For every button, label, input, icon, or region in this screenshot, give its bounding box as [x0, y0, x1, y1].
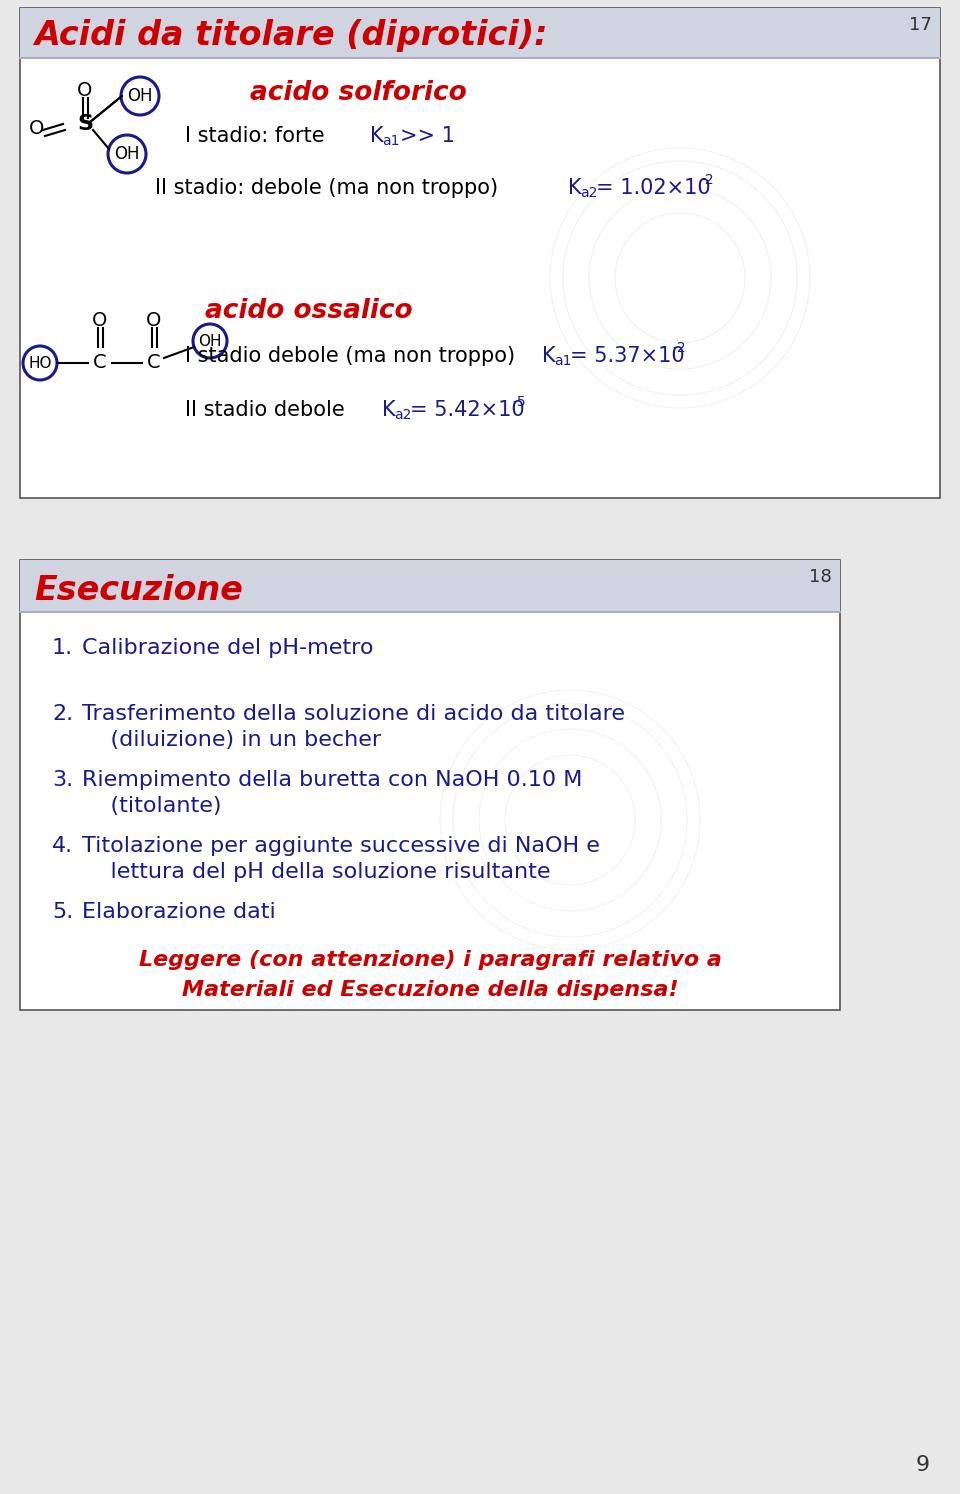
Text: Riempimento della buretta con NaOH 0.10 M
    (titolante): Riempimento della buretta con NaOH 0.10 …: [82, 769, 583, 816]
Text: I stadio debole (ma non troppo): I stadio debole (ma non troppo): [185, 347, 521, 366]
Text: Leggere (con attenzione) i paragrafi relativo a: Leggere (con attenzione) i paragrafi rel…: [138, 950, 721, 970]
Text: a2: a2: [580, 185, 597, 200]
Text: -2: -2: [672, 341, 685, 356]
Text: 5.: 5.: [52, 902, 73, 922]
Text: O: O: [146, 312, 161, 330]
Text: acido solforico: acido solforico: [250, 81, 467, 106]
Text: -2: -2: [700, 173, 713, 187]
Text: Materiali ed Esecuzione della dispensa!: Materiali ed Esecuzione della dispensa!: [181, 980, 679, 999]
Text: >> 1: >> 1: [400, 125, 455, 146]
Bar: [20, 7, 940, 498]
Bar: [20, 560, 840, 1010]
Text: = 1.02×10: = 1.02×10: [596, 178, 710, 199]
Text: acido ossalico: acido ossalico: [205, 297, 413, 324]
Text: OH: OH: [199, 333, 222, 348]
Text: OH: OH: [128, 87, 153, 105]
Text: 1.: 1.: [52, 638, 73, 657]
Text: K: K: [382, 400, 396, 420]
Text: 2.: 2.: [52, 704, 73, 725]
Text: Trasferimento della soluzione di acido da titolare
    (diluizione) in un becher: Trasferimento della soluzione di acido d…: [82, 704, 625, 750]
Text: C: C: [147, 354, 161, 372]
Text: S: S: [77, 114, 93, 134]
Text: Acidi da titolare (diprotici):: Acidi da titolare (diprotici):: [34, 19, 547, 52]
Text: = 5.42×10: = 5.42×10: [410, 400, 524, 420]
Text: OH: OH: [114, 145, 140, 163]
Text: Elaborazione dati: Elaborazione dati: [82, 902, 276, 922]
Text: Esecuzione: Esecuzione: [34, 574, 243, 607]
Text: I stadio: forte: I stadio: forte: [185, 125, 324, 146]
Text: K: K: [370, 125, 384, 146]
Text: II stadio debole: II stadio debole: [185, 400, 345, 420]
Text: 18: 18: [809, 568, 832, 586]
Text: 3.: 3.: [52, 769, 73, 790]
Text: Calibrazione del pH-metro: Calibrazione del pH-metro: [82, 638, 373, 657]
Text: C: C: [93, 354, 107, 372]
Text: a1: a1: [554, 354, 571, 368]
Text: = 5.37×10: = 5.37×10: [570, 347, 684, 366]
Bar: [20, 560, 840, 613]
Text: -5: -5: [512, 394, 526, 409]
Text: 9: 9: [916, 1455, 930, 1475]
Text: K: K: [568, 178, 582, 199]
Text: a1: a1: [382, 134, 399, 148]
Bar: [20, 7, 940, 58]
Text: 4.: 4.: [52, 837, 73, 856]
Text: O: O: [78, 81, 93, 100]
Text: HO: HO: [28, 356, 52, 371]
Text: O: O: [92, 312, 108, 330]
Text: II stadio: debole (ma non troppo): II stadio: debole (ma non troppo): [155, 178, 505, 199]
Text: 17: 17: [909, 16, 932, 34]
Text: K: K: [542, 347, 556, 366]
Text: a2: a2: [394, 408, 412, 421]
Text: O: O: [30, 118, 45, 137]
Text: Titolazione per aggiunte successive di NaOH e
    lettura del pH della soluzione: Titolazione per aggiunte successive di N…: [82, 837, 600, 883]
